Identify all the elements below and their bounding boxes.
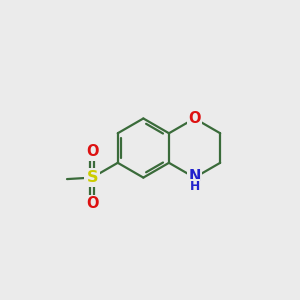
Text: S: S	[86, 170, 98, 185]
Text: O: O	[86, 144, 98, 159]
Text: O: O	[86, 196, 98, 211]
Text: H: H	[189, 180, 200, 193]
Text: N: N	[188, 169, 201, 184]
Text: O: O	[188, 111, 201, 126]
Text: N: N	[188, 170, 201, 185]
